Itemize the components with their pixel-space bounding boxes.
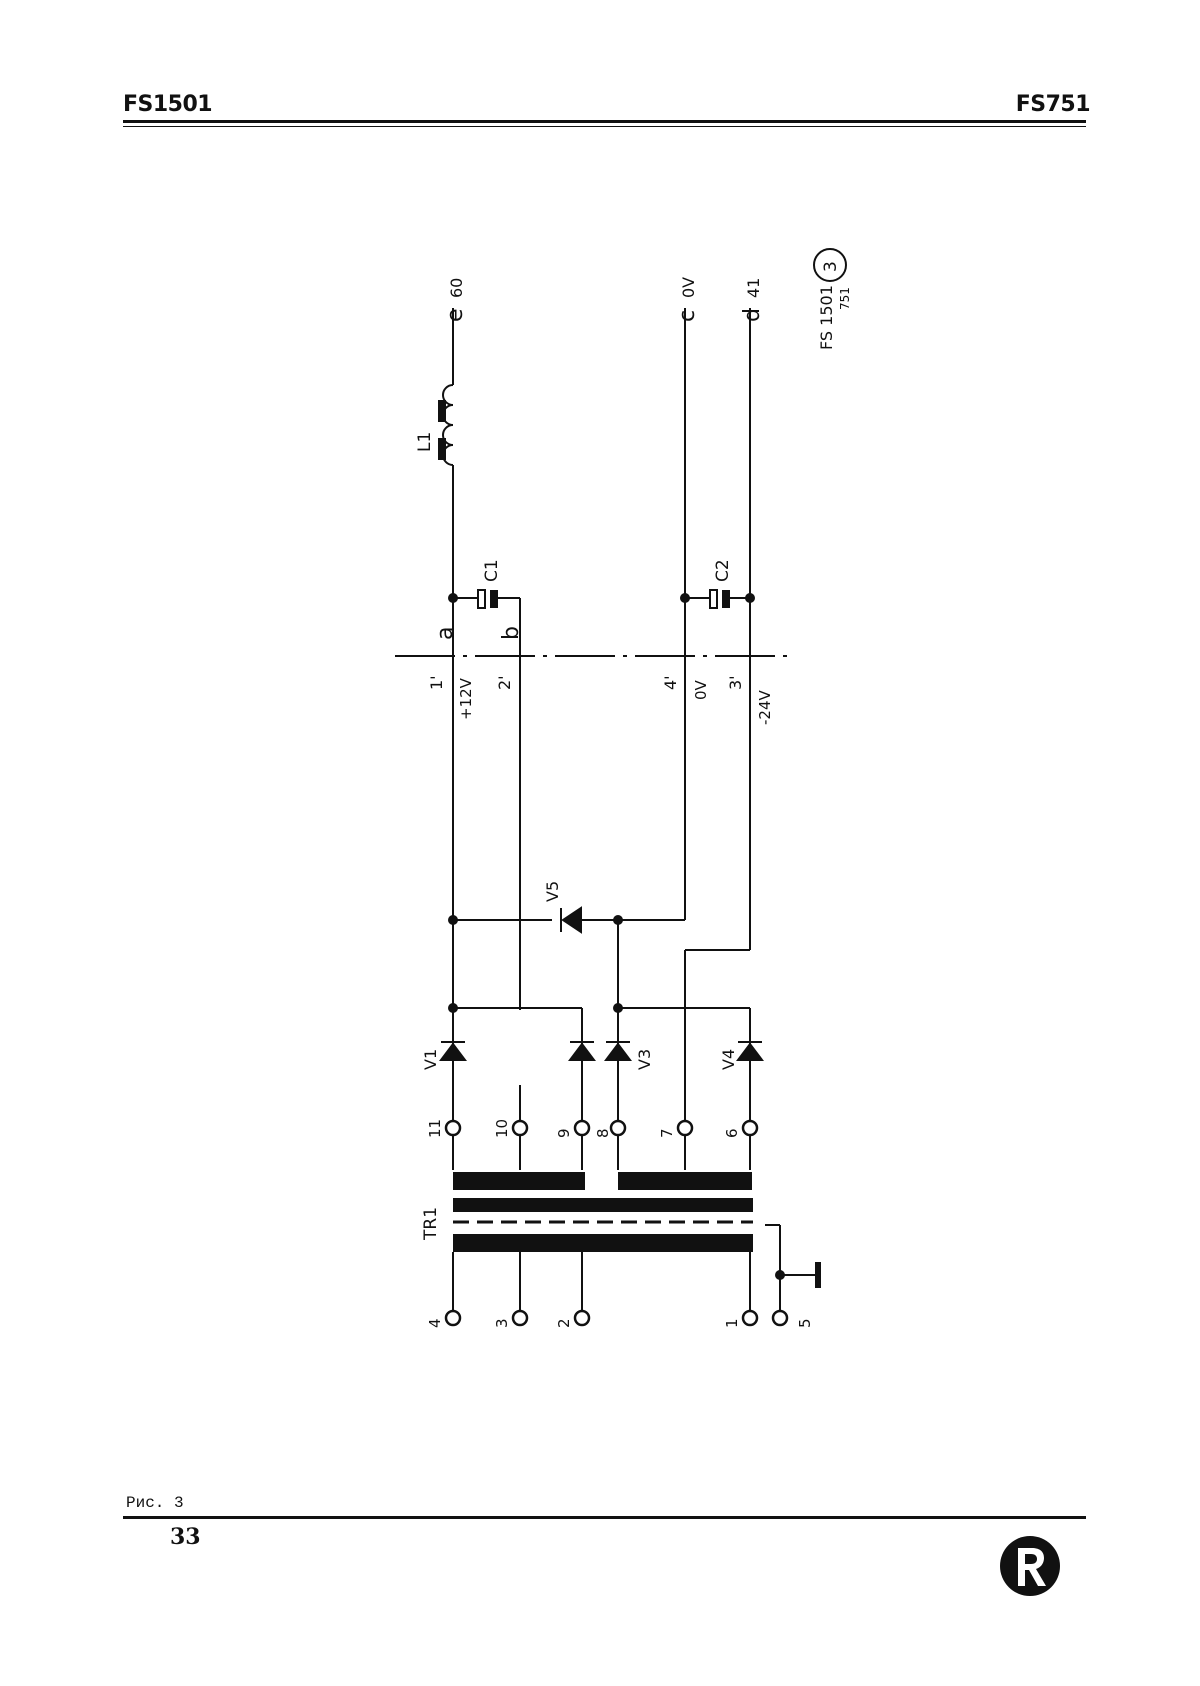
header-right-model: FS751 (1015, 92, 1091, 117)
pin-6 (741, 1119, 759, 1137)
output-e-pin: 60 (447, 278, 466, 298)
connector-2-label: 2' (495, 675, 514, 690)
pin-9-label: 9 (555, 1128, 573, 1138)
pin-9 (573, 1119, 591, 1137)
model-label-line2: 751 (838, 287, 852, 310)
pin-2-label: 2 (555, 1318, 573, 1328)
pin-6-label: 6 (723, 1128, 741, 1138)
output-d-letter: d (740, 308, 765, 322)
header-rule-thick (123, 120, 1086, 123)
output-d-pin: 41 (744, 278, 763, 298)
node-a-label: a (433, 627, 458, 640)
label-v1: V1 (421, 1049, 440, 1070)
header-rule-thin (123, 126, 1086, 127)
pin-8-label: 8 (594, 1128, 612, 1138)
publisher-logo-icon (1000, 1536, 1060, 1596)
ground-symbol (815, 1262, 821, 1288)
connector-1-voltage: +12V (457, 677, 475, 720)
connector-4-voltage: 0V (692, 679, 710, 700)
label-v3: V3 (635, 1049, 654, 1070)
model-label-line1: FS 1501 (817, 285, 836, 350)
footer-rule (123, 1516, 1086, 1519)
pin-1-label: 1 (723, 1318, 741, 1328)
pin-11 (444, 1119, 462, 1137)
connector-1-label: 1' (427, 675, 446, 690)
c2-plate-filled (722, 590, 730, 608)
output-e-letter: e (443, 308, 468, 322)
diode-v4 (736, 1042, 764, 1061)
pin-2 (573, 1309, 591, 1327)
pin-8 (609, 1119, 627, 1137)
c1-plate-open (477, 589, 486, 609)
pin-1 (741, 1309, 759, 1327)
page-number: 33 (170, 1524, 201, 1550)
pin-3-label: 3 (493, 1318, 511, 1328)
secondary-winding-right (618, 1172, 752, 1190)
diode-v3 (604, 1042, 632, 1061)
secondary-winding-left (453, 1172, 585, 1190)
pin-4 (444, 1309, 462, 1327)
label-v4: V4 (719, 1049, 738, 1070)
primary-winding (453, 1234, 753, 1252)
label-tr1: TR1 (421, 1207, 441, 1241)
pin-3 (511, 1309, 529, 1327)
pin-10 (511, 1119, 529, 1137)
connector-3-label: 3' (726, 675, 745, 690)
pin-5-label: 5 (796, 1318, 814, 1328)
pin-11-label: 11 (426, 1119, 444, 1138)
pin-4-label: 4 (426, 1318, 444, 1328)
header-left-model: FS1501 (123, 92, 213, 117)
connector-4-label: 4' (661, 675, 680, 690)
label-v5: V5 (543, 881, 562, 902)
label-c1: C1 (482, 559, 502, 582)
pin-7 (676, 1119, 694, 1137)
c1-plate-filled (490, 590, 498, 608)
label-l1: L1 (415, 432, 435, 452)
pin-7-label: 7 (658, 1128, 676, 1138)
l1-core-mark-top (438, 400, 446, 422)
diode-v1 (439, 1042, 467, 1061)
transformer-core (453, 1198, 753, 1212)
pin-5 (771, 1309, 789, 1327)
connector-3-voltage: -24V (756, 690, 774, 725)
figure-caption: Рис. 3 (126, 1494, 184, 1512)
l1-core-mark-bottom (438, 438, 446, 460)
label-c2: C2 (713, 559, 733, 582)
pin-10-label: 10 (493, 1119, 511, 1138)
diode-v5 (561, 906, 582, 934)
c2-plate-open (709, 589, 718, 609)
figure-number: 3 (821, 261, 841, 272)
diode-v2 (568, 1042, 596, 1061)
figure-number-circle (813, 248, 847, 282)
node-b-label: b (499, 626, 524, 640)
output-c-pin: 0V (679, 277, 698, 298)
output-c-letter: c (675, 310, 700, 322)
